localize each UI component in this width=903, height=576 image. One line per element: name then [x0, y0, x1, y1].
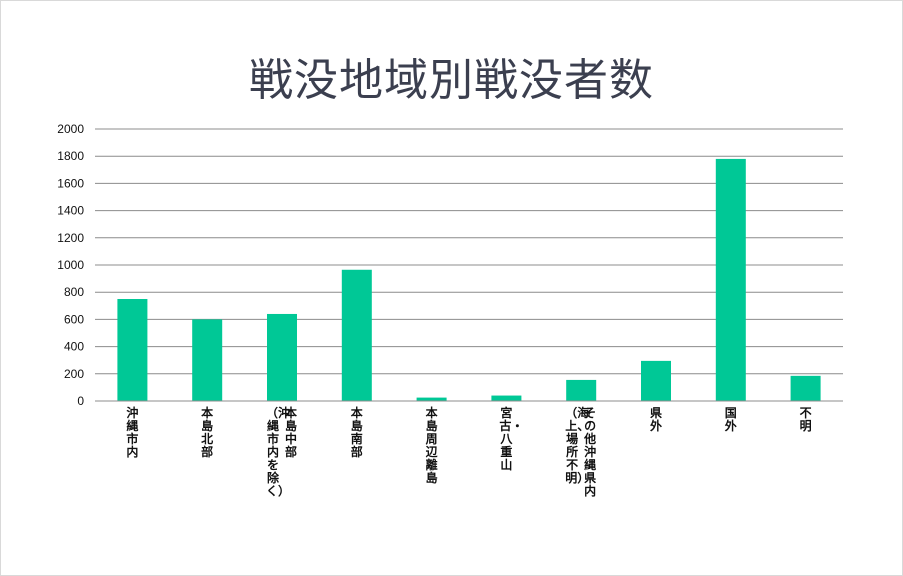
category-label: 国外: [724, 406, 737, 433]
y-tick-label: 1400: [57, 204, 84, 218]
bar: [192, 319, 223, 401]
category-label: 不明: [799, 406, 812, 433]
y-tick-label: 1600: [57, 176, 84, 190]
bar: [117, 299, 148, 401]
bar: [341, 269, 372, 401]
category-label: 本島周辺離島: [425, 406, 438, 485]
category-label: 本島北部: [201, 406, 214, 459]
category-label: （海上、場所不明）: [565, 406, 590, 485]
y-tick-label: 600: [64, 312, 84, 326]
bar: [790, 375, 821, 401]
y-tick-label: 1800: [57, 149, 84, 163]
bar: [491, 395, 522, 401]
category-label: 県外: [649, 406, 662, 433]
y-tick-label: 800: [64, 285, 84, 299]
y-tick-label: 200: [64, 367, 84, 381]
bar: [566, 379, 597, 401]
y-tick-label: 400: [64, 340, 84, 354]
bar: [267, 313, 297, 401]
category-label: 本島南部: [350, 406, 363, 459]
bar: [641, 360, 671, 401]
category-label: 沖縄市内: [126, 406, 139, 459]
category-label: その他沖縄県内: [584, 406, 597, 498]
y-tick-label: 2000: [57, 122, 84, 136]
y-axis-ticks: 0 200 400 600 800 1000 1200 1400 1600 1800 2000: [57, 122, 84, 408]
y-tick-label: 0: [77, 394, 84, 408]
bar: [715, 158, 746, 401]
chart-title: 戦没地域別戦没者数: [249, 55, 654, 106]
category-label: 宮古・八重山: [499, 406, 524, 472]
y-tick-label: 1200: [57, 231, 84, 245]
bar: [416, 397, 447, 401]
category-label: 本島中部: [284, 406, 297, 459]
y-tick-label: 1000: [57, 258, 84, 272]
category-label: （沖縄市内を除く）: [266, 406, 291, 498]
bars: [117, 158, 821, 401]
